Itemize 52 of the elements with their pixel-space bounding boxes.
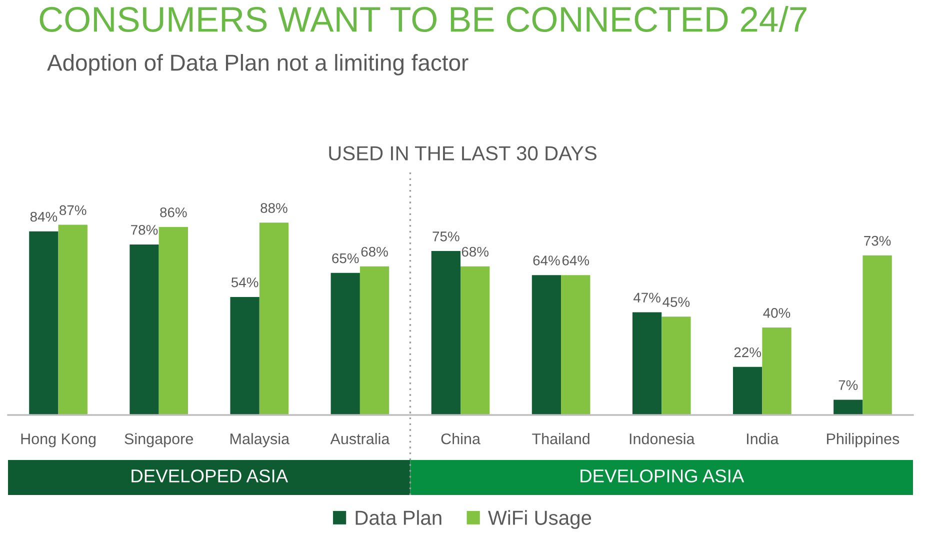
data-label: 84% <box>30 212 58 222</box>
legend-label: Data Plan <box>356 510 442 525</box>
legend-label: WiFi Usage <box>488 510 592 529</box>
x-tick-label: Singapore <box>124 433 193 448</box>
data-label: 45% <box>662 297 690 307</box>
bar <box>259 222 289 415</box>
data-label: 64% <box>533 256 560 266</box>
x-tick-label: Thailand <box>532 433 590 444</box>
x-tick-label: Indonesia <box>630 433 695 444</box>
bar <box>158 226 188 415</box>
data-label: 88% <box>260 203 288 213</box>
bar <box>561 275 590 415</box>
x-tick-label: Malaysia <box>230 433 290 448</box>
data-label: 64% <box>562 256 590 266</box>
data-label: 40% <box>763 308 790 318</box>
data-label: 54% <box>231 277 258 288</box>
data-label: 73% <box>864 236 891 246</box>
bar <box>834 400 863 415</box>
x-tick-label: China <box>441 433 480 444</box>
data-label: 47% <box>633 292 660 303</box>
data-label: 87% <box>60 205 86 216</box>
bar <box>460 266 490 415</box>
bar <box>130 244 159 415</box>
bar <box>360 266 390 415</box>
text: DEVELOPING ASIA <box>580 469 744 482</box>
bar <box>862 255 892 415</box>
data-label: 22% <box>734 347 761 358</box>
x-tick-label: Australia <box>330 433 390 444</box>
data-label: 68% <box>361 246 388 257</box>
bar <box>662 316 691 415</box>
bar <box>431 251 460 415</box>
x-tick-label: Hong Kong <box>21 434 96 448</box>
text: DEVELOPED ASIA <box>132 469 288 482</box>
text: USED IN THE LAST 30 DAYS <box>329 146 596 160</box>
data-label: 78% <box>131 224 158 235</box>
data-label: 65% <box>332 253 359 264</box>
data-label: 86% <box>160 207 187 218</box>
data-label: 75% <box>432 232 460 242</box>
chart-subtitle: Adoption of Data Plan not a limiting factor <box>47 54 468 76</box>
data-label: 68% <box>462 246 488 257</box>
x-tick-label: India <box>747 433 779 444</box>
bar <box>230 296 260 415</box>
bar <box>532 275 562 415</box>
x-tick-label: Philippines <box>827 433 900 448</box>
chart-title: CONSUMERS WANT TO BE CONNECTED 24/7 <box>40 6 806 32</box>
bar <box>632 312 662 415</box>
data-label: 7% <box>838 380 858 390</box>
bar <box>762 328 792 415</box>
bar <box>58 224 88 415</box>
bar <box>330 272 360 415</box>
bar <box>29 231 58 415</box>
bar <box>733 366 762 415</box>
